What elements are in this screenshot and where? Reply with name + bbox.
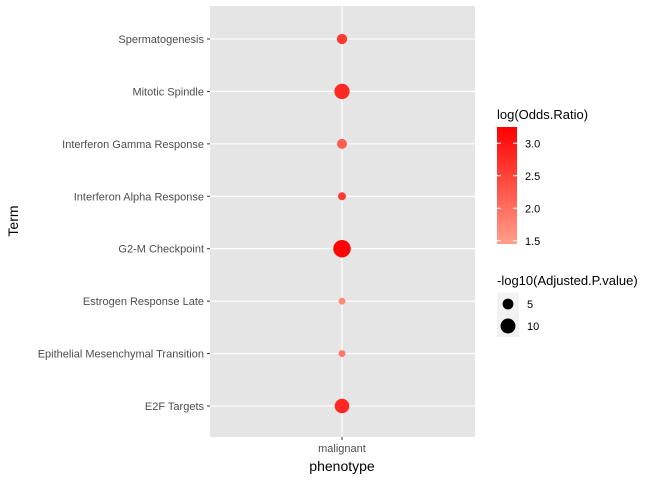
y-tick-label: G2-M Checkpoint bbox=[118, 244, 204, 256]
size-legend-dot bbox=[500, 318, 516, 334]
y-tick-label: Mitotic Spindle bbox=[132, 86, 204, 98]
x-axis: malignant bbox=[318, 437, 366, 455]
size-legend-dot bbox=[502, 298, 514, 310]
y-tick-label: Epithelial Mesenchymal Transition bbox=[38, 349, 204, 361]
data-points bbox=[333, 33, 351, 414]
data-point bbox=[334, 398, 350, 414]
colorbar bbox=[497, 127, 517, 244]
data-point bbox=[333, 239, 351, 258]
y-tick-label: Interferon Gamma Response bbox=[62, 139, 204, 151]
data-point bbox=[338, 297, 346, 305]
x-axis-title: phenotype bbox=[309, 458, 375, 474]
size-legend-title: -log10(Adjusted.P.value) bbox=[497, 273, 638, 288]
y-tick-label: Spermatogenesis bbox=[118, 34, 204, 46]
y-tick-label: E2F Targets bbox=[145, 401, 205, 413]
size-legend-label: 10 bbox=[527, 321, 539, 333]
data-point bbox=[334, 83, 350, 100]
data-point bbox=[336, 138, 348, 149]
data-point bbox=[338, 192, 346, 201]
y-tick-label: Interferon Alpha Response bbox=[74, 191, 204, 203]
y-tick-label: Estrogen Response Late bbox=[83, 296, 204, 308]
data-point bbox=[336, 33, 348, 45]
colorbar-label: 2.5 bbox=[525, 171, 540, 183]
color-legend: log(Odds.Ratio) 3.0 2.5 2.0 1.5 bbox=[497, 107, 588, 248]
y-axis-title: Term bbox=[5, 205, 21, 236]
x-tick-label: malignant bbox=[318, 443, 366, 455]
colorbar-label: 2.0 bbox=[525, 203, 540, 215]
colorbar-label: 3.0 bbox=[525, 138, 540, 150]
color-legend-title: log(Odds.Ratio) bbox=[497, 107, 588, 122]
colorbar-label: 1.5 bbox=[525, 236, 540, 248]
data-point bbox=[338, 350, 346, 358]
size-legend-label: 5 bbox=[527, 299, 533, 311]
size-legend: -log10(Adjusted.P.value) 5 10 bbox=[497, 273, 638, 337]
y-axis: Spermatogenesis Mitotic Spindle Interferon… bbox=[38, 34, 210, 413]
